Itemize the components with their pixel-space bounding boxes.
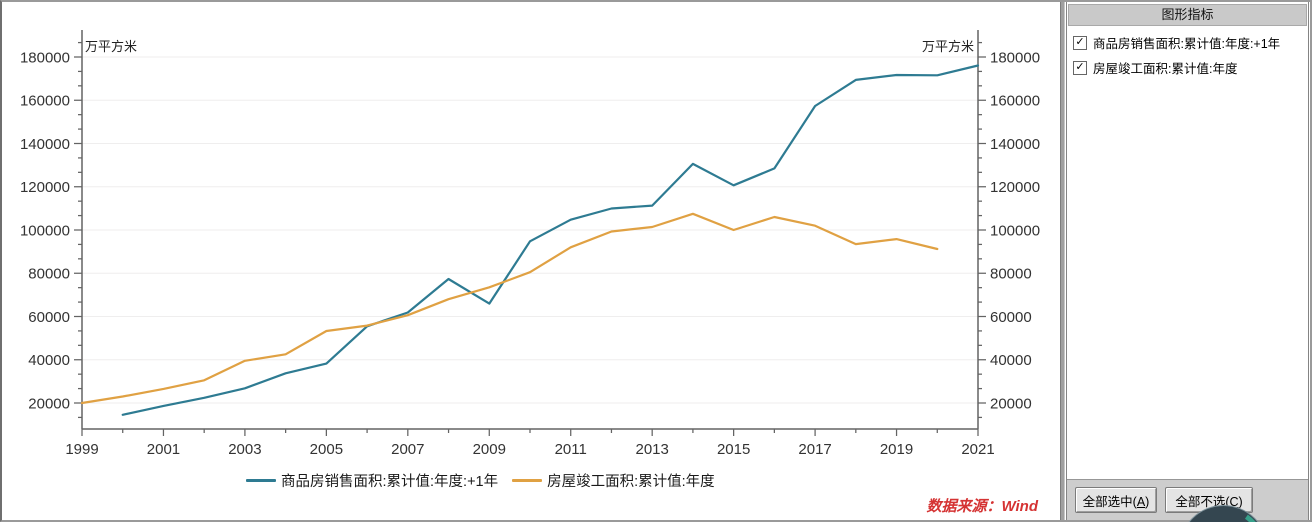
select-all-button[interactable]: 全部选中(A) (1075, 487, 1157, 513)
svg-text:120000: 120000 (20, 179, 70, 196)
svg-text:40000: 40000 (28, 352, 70, 369)
panel-splitter[interactable] (1060, 0, 1065, 522)
svg-text:160000: 160000 (990, 93, 1040, 110)
svg-text:100000: 100000 (990, 222, 1040, 239)
indicator-row-sales[interactable]: ✓ 商品房销售面积:累计值:年度:+1年 (1073, 30, 1306, 55)
svg-text:40000: 40000 (990, 352, 1032, 369)
legend-label-sales: 商品房销售面积:累计值:年度:+1年 (281, 474, 499, 490)
legend-item-completed-area: 房屋竣工面积:累计值:年度 (512, 470, 715, 491)
legend-line-swatch-sales (246, 479, 276, 482)
wind-logo-watermark (1188, 505, 1259, 522)
checkbox-sales-indicator[interactable]: ✓ (1073, 35, 1087, 50)
indicator-label-sales: 商品房销售面积:累计值:年度:+1年 (1093, 37, 1281, 51)
svg-text:20000: 20000 (28, 395, 70, 412)
x-axis-ticks (81, 429, 979, 436)
svg-text:180000: 180000 (990, 49, 1040, 66)
line-chart: 20000 20000 40000 40000 60000 60000 80000 80000… (20, 30, 1040, 458)
y-axis-labels: 20000 20000 40000 40000 60000 60000 80000 80000… (20, 49, 1040, 412)
svg-text:2001: 2001 (147, 441, 180, 458)
y-axis-ticks (74, 41, 986, 419)
svg-text:60000: 60000 (28, 309, 70, 326)
indicator-label-completed: 房屋竣工面积:累计值:年度 (1093, 62, 1238, 76)
svg-text:140000: 140000 (20, 136, 70, 153)
y-axis-unit-left: 万平方米 (85, 39, 138, 54)
x-axis-labels: 1999 2001 2003 2005 2007 2009 2011 2013 2015 2017… (65, 441, 994, 458)
svg-text:20000: 20000 (990, 395, 1032, 412)
svg-text:120000: 120000 (990, 179, 1040, 196)
svg-text:2009: 2009 (473, 441, 506, 458)
svg-text:2017: 2017 (798, 441, 831, 458)
y-axis-unit-right: 万平方米 (921, 39, 974, 54)
legend-label-completed: 房屋竣工面积:累计值:年度 (547, 474, 715, 490)
indicator-panel: 图形指标 ✓ 商品房销售面积:累计值:年度:+1年 ✓ 房屋竣工面积:累计值:年… (1066, 2, 1309, 520)
svg-text:2021: 2021 (961, 441, 994, 458)
indicator-list: ✓ 商品房销售面积:累计值:年度:+1年 ✓ 房屋竣工面积:累计值:年度 (1067, 26, 1308, 80)
svg-text:1999: 1999 (65, 441, 98, 458)
svg-text:80000: 80000 (990, 266, 1032, 283)
checkbox-completed-indicator[interactable]: ✓ (1073, 60, 1087, 75)
svg-text:2011: 2011 (555, 441, 587, 458)
svg-text:2003: 2003 (228, 441, 261, 458)
svg-text:2007: 2007 (391, 441, 424, 458)
svg-text:140000: 140000 (990, 136, 1040, 153)
svg-text:2015: 2015 (717, 441, 750, 458)
svg-text:2019: 2019 (880, 441, 913, 458)
panel-title: 图形指标 (1068, 4, 1307, 26)
indicator-row-completed[interactable]: ✓ 房屋竣工面积:累计值:年度 (1073, 55, 1306, 80)
svg-text:2005: 2005 (310, 441, 343, 458)
legend-line-swatch-completed (512, 479, 543, 482)
svg-text:60000: 60000 (990, 309, 1032, 326)
series-line-sales (121, 64, 980, 416)
chart-legend: 商品房销售面积:累计值:年度:+1年 房屋竣工面积:累计值:年度 (246, 470, 715, 491)
svg-text:160000: 160000 (20, 93, 70, 110)
data-source-note: 数据来源：Wind (926, 498, 1038, 515)
svg-text:2013: 2013 (635, 441, 668, 458)
legend-item-sales-area: 商品房销售面积:累计值:年度:+1年 (246, 470, 498, 491)
svg-text:180000: 180000 (20, 49, 70, 66)
chart-canvas: 20000 20000 40000 40000 60000 60000 80000 80000… (19, 30, 1041, 515)
svg-text:80000: 80000 (28, 266, 70, 283)
svg-text:100000: 100000 (20, 222, 70, 239)
series-line-completed (80, 212, 939, 405)
